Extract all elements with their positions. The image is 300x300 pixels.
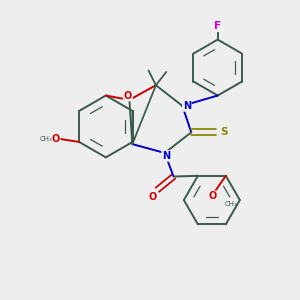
Text: CH₃: CH₃ [39,136,52,142]
Text: O: O [208,191,217,201]
Text: S: S [220,127,227,137]
Text: F: F [214,21,221,31]
Text: O: O [124,91,132,100]
Text: N: N [183,101,191,111]
Text: CH₃: CH₃ [224,201,237,207]
Text: N: N [162,151,170,161]
Text: O: O [51,134,60,144]
Text: O: O [149,192,157,202]
